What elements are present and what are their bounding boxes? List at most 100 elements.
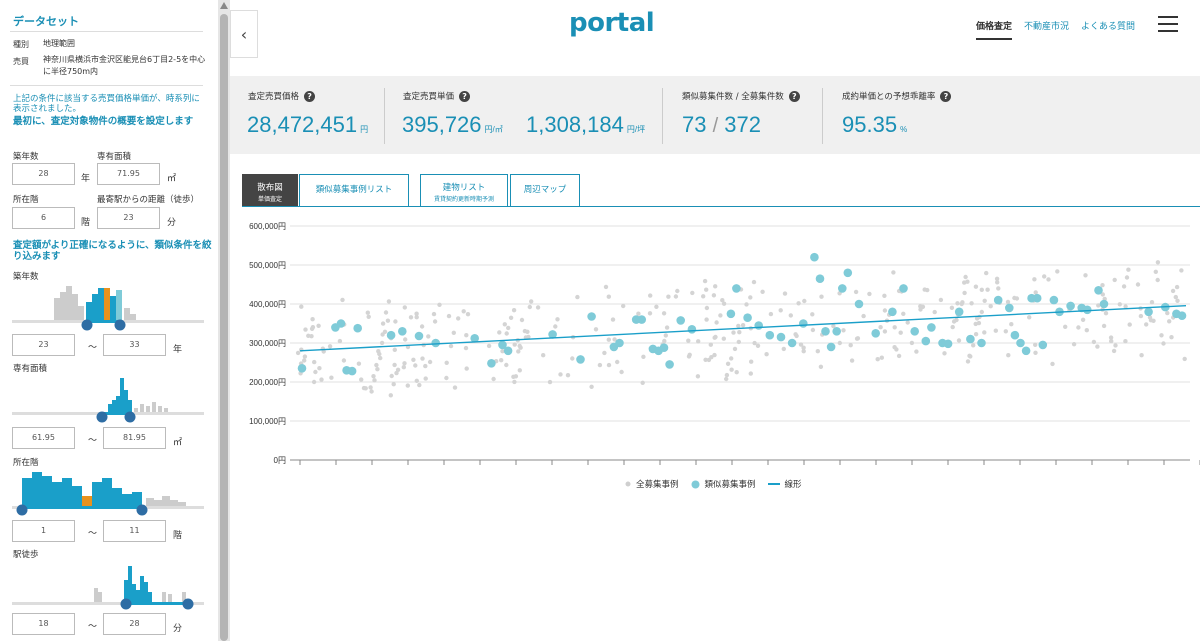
nav-price-assessment[interactable]: 価格査定	[976, 19, 1013, 40]
all-point	[848, 343, 853, 348]
collapse-sidebar-button[interactable]: ‹	[230, 10, 258, 58]
sale-value: 神奈川県横浜市金沢区能見台6丁目2-5を中心に半径750m内	[43, 55, 206, 76]
all-point	[654, 304, 659, 309]
all-point	[378, 355, 383, 361]
nav-market[interactable]: 不動産市況	[1024, 22, 1070, 32]
sidebar-scrollbar[interactable]	[218, 0, 230, 641]
similar-point	[1144, 307, 1153, 317]
station-min-input[interactable]: 18	[12, 613, 75, 635]
similar-point	[943, 339, 953, 349]
similar-point	[398, 327, 407, 336]
all-point	[695, 374, 701, 379]
all-point	[461, 309, 466, 314]
station-max-input[interactable]: 28	[103, 613, 166, 635]
all-point	[1182, 356, 1187, 362]
legend-similar[interactable]: 類似募集事例	[691, 478, 756, 490]
range-min-handle[interactable]	[81, 319, 93, 331]
help-icon[interactable]: ?	[788, 91, 800, 102]
tab-map[interactable]: 周辺マップ	[510, 174, 580, 207]
all-point	[732, 346, 738, 352]
all-point	[606, 294, 611, 299]
all-point	[303, 327, 308, 332]
age-min-input[interactable]: 23	[12, 334, 75, 356]
kpi-divider	[384, 88, 385, 144]
area-max-input[interactable]: 81.95	[103, 427, 166, 449]
all-point	[721, 301, 727, 306]
similar-point	[1038, 340, 1048, 350]
floor-input[interactable]: 6	[12, 207, 75, 229]
hamburger-menu-icon[interactable]	[1158, 16, 1178, 34]
range-min-handle[interactable]	[120, 598, 132, 610]
age-max-input[interactable]: 33	[103, 334, 166, 356]
all-point	[1124, 275, 1130, 280]
all-point	[526, 334, 531, 340]
all-point	[376, 349, 381, 354]
all-point	[464, 333, 469, 338]
range-min-handle[interactable]	[96, 411, 108, 423]
area-min-input[interactable]: 61.95	[12, 427, 75, 449]
range-max-handle[interactable]	[136, 504, 148, 516]
all-point	[1174, 284, 1180, 290]
age-input[interactable]: 28	[12, 163, 75, 185]
portal-logo[interactable]: portal	[569, 8, 655, 38]
all-point	[815, 349, 820, 354]
all-point	[918, 307, 923, 312]
floor-min-input[interactable]: 1	[12, 520, 75, 542]
all-point	[497, 330, 502, 335]
scroll-thumb[interactable]	[220, 14, 228, 641]
all-point	[380, 321, 386, 326]
station-input[interactable]: 23	[97, 207, 160, 229]
type-key: 種別	[13, 40, 29, 49]
all-point	[456, 316, 461, 321]
heading-filter: 査定額がより正確になるように、類似条件を絞り込みます	[13, 240, 212, 262]
legend-all[interactable]: 全募集事例	[625, 478, 679, 490]
all-point	[371, 374, 376, 379]
similar-point	[1177, 311, 1187, 320]
filter-station-label: 駅徒歩	[13, 550, 39, 560]
range-min-handle[interactable]	[16, 504, 28, 516]
tab-building-list[interactable]: 建物リスト 賃貸契約更新時期予測	[420, 174, 508, 207]
all-point	[382, 329, 388, 334]
all-point	[499, 358, 504, 363]
help-icon[interactable]: ?	[940, 91, 952, 102]
all-point	[414, 311, 419, 316]
kpi-label: 類似募集件数 / 全募集件数?	[682, 90, 800, 102]
range-max-handle[interactable]	[114, 319, 126, 331]
all-point	[993, 328, 998, 333]
all-point	[1083, 273, 1088, 278]
kpi-unit-price: 395,726 円/㎡	[402, 112, 503, 137]
tab-scatter[interactable]: 散布図 単価査定	[242, 174, 298, 207]
all-point	[389, 373, 394, 379]
all-point	[969, 301, 974, 306]
all-point	[1117, 302, 1122, 307]
floor-max-input[interactable]: 11	[103, 520, 166, 542]
all-point	[724, 376, 729, 382]
kpi-price: 28,472,451 円	[247, 112, 369, 137]
area-input[interactable]: 71.95	[97, 163, 160, 185]
similar-point	[754, 321, 763, 330]
range-max-handle[interactable]	[182, 598, 194, 610]
legend-trend[interactable]: 線形	[767, 478, 802, 490]
similar-point	[615, 338, 624, 348]
scroll-up-arrow[interactable]	[220, 2, 228, 9]
all-point	[386, 299, 392, 304]
all-point	[721, 336, 726, 341]
help-icon[interactable]: ?	[459, 91, 471, 102]
all-point	[392, 347, 397, 352]
all-point	[391, 382, 396, 387]
similar-point	[743, 313, 752, 322]
all-point	[647, 311, 653, 316]
all-point	[340, 297, 345, 303]
nav-faq[interactable]: よくある質問	[1081, 22, 1136, 32]
all-point	[648, 293, 653, 298]
tab-similar-list[interactable]: 類似募集事例リスト	[299, 174, 409, 207]
all-point	[295, 350, 301, 356]
all-point	[555, 317, 560, 322]
all-point	[1055, 269, 1060, 274]
kpi-label: 査定売買単価?	[403, 90, 471, 102]
all-point	[1155, 277, 1160, 283]
similar-point	[659, 343, 669, 352]
all-point	[878, 325, 883, 330]
range-max-handle[interactable]	[124, 411, 136, 423]
help-icon[interactable]: ?	[304, 91, 316, 102]
